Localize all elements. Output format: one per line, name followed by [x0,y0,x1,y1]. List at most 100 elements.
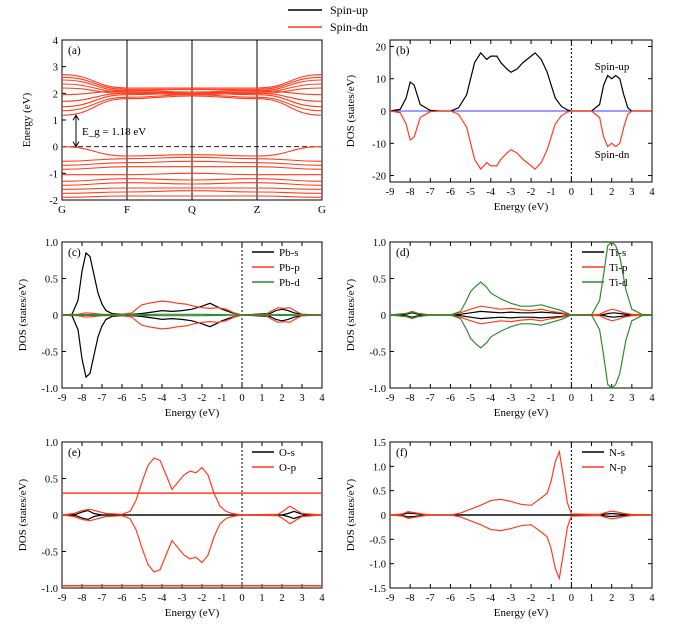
panel-label: (b) [396,45,410,57]
valence-band [61,178,323,182]
x-tick-label: 3 [299,593,304,604]
y-tick-label: 0.5 [45,475,58,486]
series-line-mirror-N-p [389,514,653,581]
y-tick-label: 4 [53,36,59,47]
y-tick-label: -0.5 [41,348,58,359]
x-tick-label: 4 [649,393,655,404]
x-tick-label: -6 [118,393,127,404]
series-line-mirror-N-s [389,514,652,518]
x-tick-label: -9 [58,593,67,604]
x-tick-label: -5 [466,593,475,604]
x-tick-label: 2 [279,393,284,404]
valence-band [61,146,323,157]
valence-band [61,166,323,170]
x-tick-label: -4 [486,187,495,198]
x-tick-label: -3 [507,187,516,198]
x-tick-label: -1 [218,593,227,604]
x-tick-label: -2 [527,187,536,198]
x-tick-label: -2 [527,593,536,604]
x-axis-label: Energy (eV) [494,407,549,419]
x-tick-label: -3 [507,393,516,404]
gap-arrow-head-up [72,114,80,121]
series-line-mirror-O-s [61,514,322,521]
x-tick-label: -8 [406,187,415,198]
series-line-Pb-d [61,313,323,316]
conduction-band [61,94,323,112]
y-tick-label: -1.0 [369,560,386,571]
kpoint-label: G [58,204,66,216]
x-tick-label: -6 [118,593,127,604]
series-line-mirror-Pb-s [61,314,323,379]
x-tick-label: -4 [486,393,495,404]
x-tick-label: -4 [158,393,167,404]
series-line-Ti-p [389,305,653,316]
x-tick-label: -3 [178,393,187,404]
x-tick-label: -1 [547,593,556,604]
annotation-spin-up: Spin-up [595,61,630,73]
y-tick-label: 1.5 [373,438,386,449]
y-tick-label: -1 [49,169,58,180]
y-tick-label: -0.5 [41,548,58,559]
gap-label: E_g = 1.18 eV [82,126,146,138]
x-tick-label: 4 [649,593,655,604]
panel-label: (e) [68,447,81,459]
x-tick-label: 2 [609,187,614,198]
series-line-Pb-p [61,300,323,316]
x-tick-label: -3 [178,593,187,604]
x-tick-label: 3 [299,393,304,404]
kpoint-label: F [124,204,130,216]
y-axis-label: DOS (states/eV) [345,478,357,551]
valence-band [61,190,323,194]
legend-label: N-p [609,462,627,474]
x-tick-label: 0 [239,393,244,404]
y-axis-label: DOS (states/eV) [345,74,357,147]
x-tick-label: -9 [386,187,395,198]
x-tick-label: 3 [629,593,634,604]
x-tick-label: -7 [98,593,107,604]
legend-label: Ti-s [609,247,626,259]
x-tick-label: -2 [527,393,536,404]
panel-d-ti-pdos: -9 -8 -7 -6 -5 -4 -3 -2 -1 0 1 2 3 4 -1.0 -0.5 0 0.5 1.0 En… [345,238,655,419]
valence-band [62,172,322,176]
y-axis-label: DOS (states/eV) [345,278,357,351]
y-tick-label: -1.0 [41,384,58,395]
x-tick-label: 0 [569,593,574,604]
legend-label: O-p [279,462,297,474]
x-axis-label: Energy (eV) [494,607,549,619]
x-tick-label: 2 [279,593,284,604]
x-tick-label: -9 [58,393,67,404]
x-tick-label: 4 [319,393,325,404]
x-axis-label: Energy (eV) [165,407,220,419]
x-tick-label: 0 [569,187,574,198]
conduction-band [61,91,323,102]
x-tick-label: 1 [259,393,264,404]
series-line-mirror-Ti-p [389,314,653,325]
panel-b-total-dos: -9 -8 -7 -6 -5 -4 -3 -2 -1 0 1 2 3 4-20-1001020Energy… [345,39,655,213]
x-tick-label: -9 [386,393,395,404]
y-tick-label: 0.5 [373,487,386,498]
y-tick-label: -20 [372,172,386,183]
y-tick-label: 20 [376,42,387,53]
valence-band [61,195,323,198]
y-tick-label: 0 [53,143,58,154]
x-tick-label: 0 [239,593,244,604]
x-tick-label: -8 [406,593,415,604]
valence-band [61,182,323,186]
x-tick-label: -7 [426,593,435,604]
legend-label: Pb-d [279,277,300,289]
x-tick-label: -8 [406,393,415,404]
x-tick-label: -8 [78,593,87,604]
x-tick-label: 4 [649,187,655,198]
x-tick-label: -1 [218,393,227,404]
y-tick-label: 0 [381,511,386,522]
x-tick-label: -6 [446,187,455,198]
series-line-mirror-Pb-p [61,314,323,330]
series-line-mirror-O-p [61,514,323,573]
x-tick-label: -5 [466,187,475,198]
legend-label: Ti-p [609,262,628,274]
series-line-Spin-dn [389,110,652,171]
x-tick-label: -6 [446,393,455,404]
y-tick-label: 0 [381,107,386,118]
